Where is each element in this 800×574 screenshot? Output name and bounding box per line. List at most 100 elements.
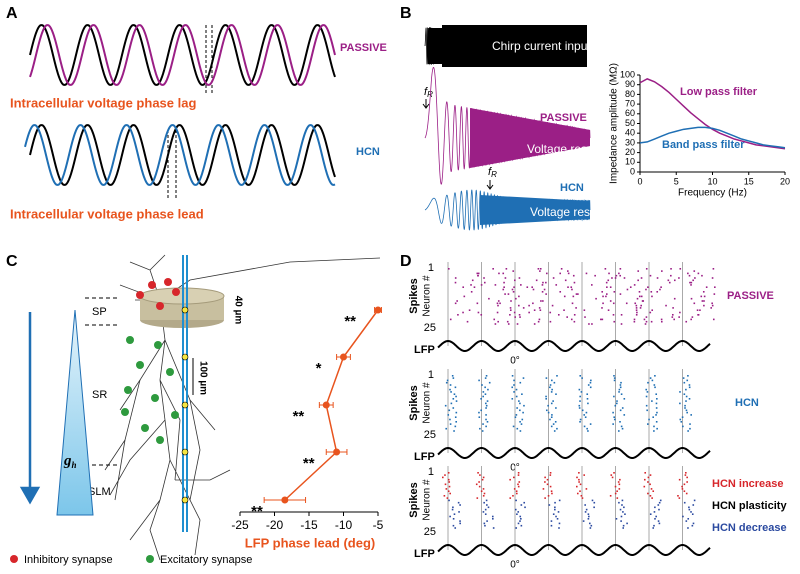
spike [535,279,538,282]
spike [481,430,484,432]
spike [564,279,567,282]
significance: ** [344,313,356,330]
spike [518,314,521,316]
y-tick-label: 40 [625,128,635,138]
synapse [141,424,149,432]
spike [649,274,652,277]
spike [463,295,466,298]
spike [649,495,652,497]
spike [652,416,654,418]
x-tick-label: 5 [674,176,679,186]
spike [671,316,674,318]
spike [679,402,681,405]
spike [682,377,685,379]
lfp-trace [437,339,711,352]
spike [477,472,479,474]
spike [482,495,485,497]
spike [609,286,612,288]
spike [647,476,650,479]
spike [572,295,575,298]
spike [555,407,557,409]
spike [556,518,559,520]
y-axis-label: Impedance amplitude (MΩ) [609,63,620,184]
spike [513,311,516,314]
spikes-label: Spikes [408,482,420,517]
spike [646,423,649,425]
spike [456,300,458,302]
spike [515,490,518,492]
spike [567,272,570,275]
spike [679,418,682,421]
spike [487,506,490,509]
spike [655,515,657,518]
spike [444,483,447,486]
chirp-traces [424,27,591,231]
spike [714,286,716,288]
spike [449,492,452,495]
spike [688,508,691,511]
spike [558,522,561,525]
spike [478,411,480,414]
spike [454,281,457,284]
row-first: 1 [428,262,434,274]
spike [563,309,565,311]
spike [636,297,639,300]
spike [571,288,573,291]
spike [713,293,716,295]
spike [454,302,457,305]
spike [589,423,592,425]
layer-label: SR [92,389,107,401]
spike [462,286,465,288]
spike [503,286,505,288]
spike [626,288,629,291]
spike [570,286,573,288]
spike [672,307,674,309]
spike [511,398,514,400]
spike [480,409,482,412]
spike [517,483,519,486]
spike [551,414,553,416]
spike [685,400,687,402]
spike [595,297,597,300]
spike [583,474,586,476]
spike [612,411,614,414]
spike [488,297,490,300]
fr-arrow [422,99,494,190]
spike [660,320,663,323]
spike [656,398,658,400]
spike [513,384,515,386]
spike [652,490,655,492]
spike [563,295,566,298]
spike [670,274,672,277]
spike [689,427,691,430]
spike [476,272,479,275]
spike [513,488,516,490]
synapse [171,411,179,419]
spike [550,520,553,522]
spike [492,268,494,270]
spike [485,407,487,409]
neuron-label: Neuron # [422,479,433,521]
spike [555,393,557,395]
site [181,306,189,314]
spike [692,522,695,525]
spike [616,490,618,492]
spike [621,407,624,409]
response-label: Voltage response [527,142,620,156]
spike [551,379,553,382]
spike [454,416,457,418]
spike [587,513,590,515]
spike [655,407,658,409]
spike [485,375,488,377]
spike [515,395,518,398]
depth-arrow [19,312,41,505]
spike [685,472,687,474]
spike [554,421,557,423]
spike [539,270,541,272]
spike [524,506,526,509]
x-tick-label: 0 [637,176,642,186]
x-tick-label: -15 [300,518,318,532]
spike [607,309,610,311]
spike [668,281,671,284]
